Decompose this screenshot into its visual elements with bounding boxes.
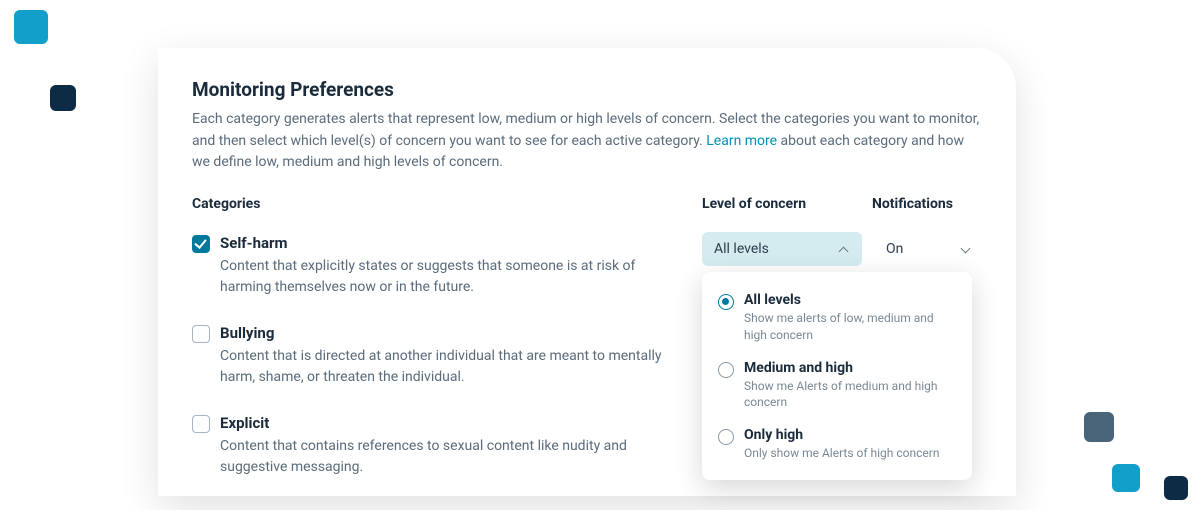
preferences-card: Monitoring Preferences Each category gen… [158,48,1016,496]
column-header-level: Level of concern [702,196,872,226]
decorative-square [1084,412,1114,442]
level-option-desc: Show me alerts of low, medium and high c… [744,310,956,344]
preferences-grid: Categories Level of concern Notification… [192,196,982,496]
level-select-value: All levels [714,241,769,257]
level-option-title: Only high [744,427,956,443]
notification-select-self-harm[interactable]: On [872,232,982,266]
chevron-up-icon [838,243,850,255]
category-cell-explicit: Explicit Content that contains reference… [192,406,702,496]
decorative-square [1112,464,1140,492]
learn-more-link[interactable]: Learn more [706,133,777,149]
level-option-desc: Show me Alerts of medium and high concer… [744,378,956,412]
radio-icon [718,429,734,445]
level-select-self-harm[interactable]: All levels [702,232,862,266]
page-title: Monitoring Preferences [192,78,982,101]
level-option-desc: Only show me Alerts of high concern [744,445,956,462]
category-checkbox-explicit[interactable] [192,415,210,433]
level-option-only-high[interactable]: Only high Only show me Alerts of high co… [716,419,958,470]
level-option-medium-high[interactable]: Medium and high Show me Alerts of medium… [716,352,958,420]
notification-select-value: On [886,241,903,257]
level-option-title: All levels [744,292,956,308]
level-dropdown: All levels Show me alerts of low, medium… [702,272,972,480]
chevron-down-icon [960,243,972,255]
category-name: Bullying [220,324,274,342]
level-option-all[interactable]: All levels Show me alerts of low, medium… [716,284,958,352]
category-checkbox-self-harm[interactable] [192,235,210,253]
level-option-title: Medium and high [744,360,956,376]
category-name: Explicit [220,414,269,432]
category-description: Content that explicitly states or sugges… [220,256,680,298]
radio-icon [718,294,734,310]
decorative-square [1164,476,1188,500]
column-header-categories: Categories [192,196,702,226]
category-cell-self-harm: Self-harm Content that explicitly states… [192,226,702,316]
category-description: Content that contains references to sexu… [220,436,680,478]
category-name: Self-harm [220,234,288,252]
intro-paragraph: Each category generates alerts that repr… [192,109,982,174]
category-checkbox-bullying[interactable] [192,325,210,343]
decorative-square [50,85,76,111]
category-description: Content that is directed at another indi… [220,346,680,388]
column-header-notifications: Notifications [872,196,982,226]
decorative-square [14,10,48,44]
level-cell-self-harm: All levels All levels Show me alerts of … [702,226,872,316]
radio-icon [718,362,734,378]
category-cell-bullying: Bullying Content that is directed at ano… [192,316,702,406]
